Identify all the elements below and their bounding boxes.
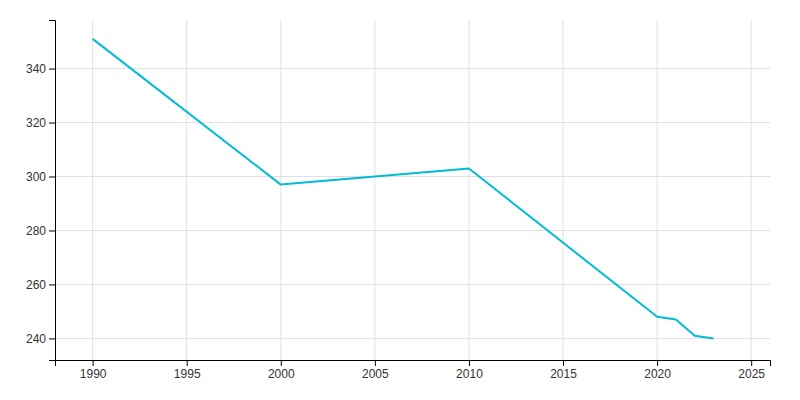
x-tick-mark (375, 360, 376, 366)
y-grid-line (55, 338, 770, 339)
x-tick: 1990 (80, 360, 107, 381)
line (93, 39, 714, 339)
x-axis: 1990 1995 2000 2005 2010 2015 2020 2025 (56, 360, 771, 381)
y-tick-label: 240 (26, 332, 46, 346)
x-grid-line (186, 20, 187, 360)
x-tick-label: 2025 (738, 367, 765, 381)
x-tick-mark (281, 360, 282, 366)
y-tick: 280 (26, 224, 55, 238)
y-tick: 300 (26, 170, 55, 184)
x-tick-mark (563, 360, 564, 366)
plot-area (93, 39, 714, 339)
y-grid-line (55, 176, 770, 177)
x-tick: 2015 (550, 360, 577, 381)
x-tick-label: 2000 (268, 367, 295, 381)
x-grid-line (657, 20, 658, 360)
y-tick: 320 (26, 116, 55, 130)
y-grid-line (55, 68, 770, 69)
y-tick-mark (49, 230, 55, 231)
y-tick-label: 260 (26, 278, 46, 292)
x-tick-mark (187, 360, 188, 366)
x-tick-label: 1990 (80, 367, 107, 381)
y-tick-mark (49, 123, 55, 124)
y-tick: 340 (26, 62, 55, 76)
x-grid-line (92, 20, 93, 360)
x-tick-label: 2020 (644, 367, 671, 381)
x-tick: 2005 (362, 360, 389, 381)
y-tick-mark (49, 284, 55, 285)
y-tick-mark (49, 338, 55, 339)
x-tick: 2025 (738, 360, 765, 381)
x-tick-label: 2005 (362, 367, 389, 381)
y-axis: 240 260 280 300 320 340 (26, 21, 56, 361)
grid (55, 20, 770, 360)
y-tick-label: 280 (26, 224, 46, 238)
x-tick-mark (469, 360, 470, 366)
x-tick-label: 2010 (456, 367, 483, 381)
x-grid-line (751, 20, 752, 360)
x-grid-line (468, 20, 469, 360)
x-tick-label: 2015 (550, 367, 577, 381)
y-tick: 240 (26, 332, 55, 346)
y-tick-mark (49, 177, 55, 178)
chart: 1990 1995 2000 2005 2010 2015 2020 2025 240 260 28… (0, 0, 800, 400)
x-tick-mark (751, 360, 752, 366)
x-tick: 2020 (644, 360, 671, 381)
y-tick-label: 300 (26, 170, 46, 184)
x-axis-line (56, 361, 771, 367)
x-tick: 2010 (456, 360, 483, 381)
x-tick: 2000 (268, 360, 295, 381)
y-tick-label: 320 (26, 116, 46, 130)
y-grid-line (55, 284, 770, 285)
y-axis-line (49, 21, 56, 361)
x-tick-mark (657, 360, 658, 366)
y-grid-line (55, 122, 770, 123)
x-grid-line (280, 20, 281, 360)
x-tick-label: 1995 (174, 367, 201, 381)
y-grid-line (55, 230, 770, 231)
x-tick-mark (93, 360, 94, 366)
y-tick-mark (49, 69, 55, 70)
y-tick-label: 340 (26, 62, 46, 76)
x-grid-line (374, 20, 375, 360)
y-tick: 260 (26, 278, 55, 292)
x-tick: 1995 (174, 360, 201, 381)
x-grid-line (563, 20, 564, 360)
